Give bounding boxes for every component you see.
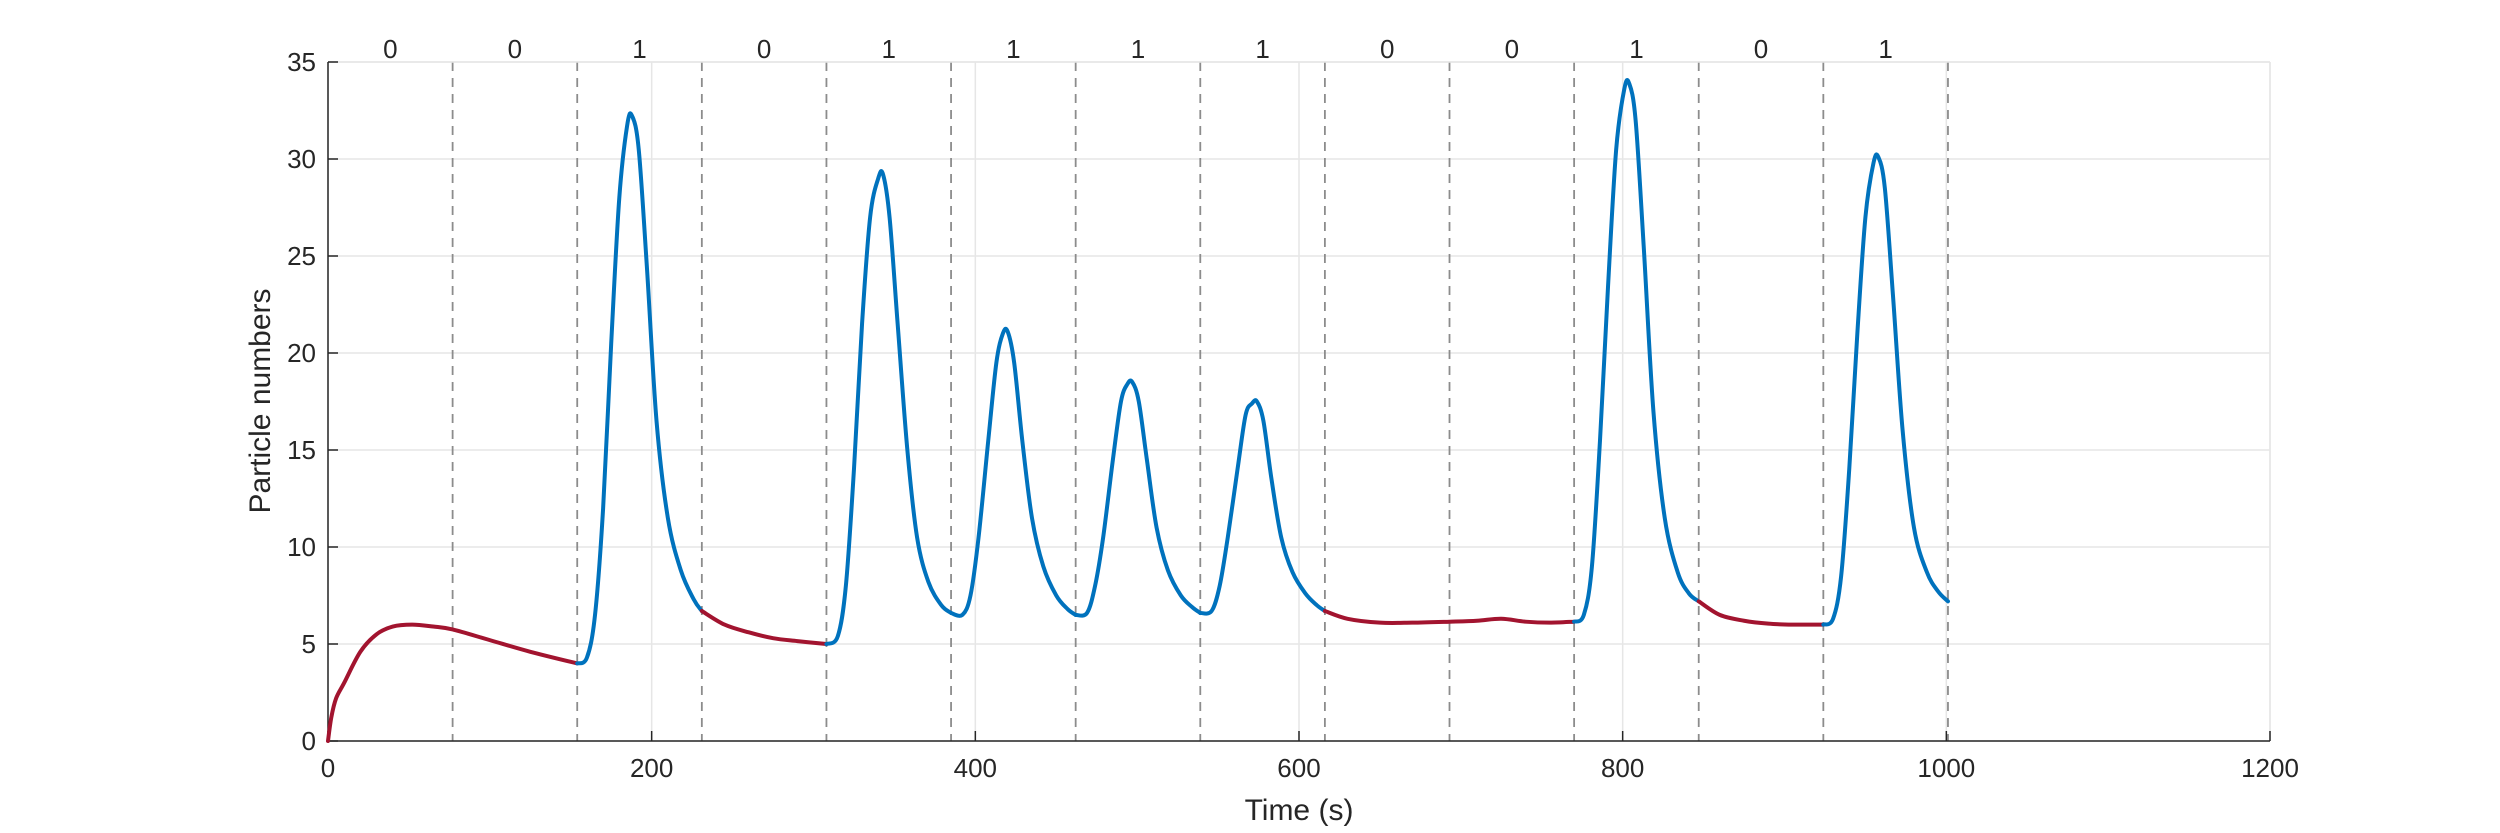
bit-label: 1 (1255, 34, 1269, 64)
bit-label: 1 (882, 34, 896, 64)
x-tick-label: 200 (630, 753, 673, 783)
series-line-low-2 (699, 609, 829, 646)
series-line-low-7 (1322, 609, 1577, 625)
x-axis-title: Time (s) (1245, 794, 1354, 827)
series-line-high-6 (1198, 398, 1327, 616)
series-line-high-10 (1821, 152, 1950, 627)
y-tick-label: 5 (302, 629, 316, 659)
bit-label: 0 (1754, 34, 1768, 64)
bit-label: 1 (1878, 34, 1892, 64)
bit-labels: 0 0 1 0 1 1 1 1 0 0 1 0 1 (383, 34, 1893, 64)
series-line-high-4 (949, 326, 1078, 618)
y-tick-label: 30 (287, 144, 316, 174)
bit-label: 1 (1629, 34, 1643, 64)
bit-label: 1 (1006, 34, 1020, 64)
x-tick-label: 1200 (2241, 753, 2299, 783)
series-line-high-1 (575, 111, 704, 666)
x-tick-label: 1000 (1917, 753, 1975, 783)
series-line-low-0 (326, 622, 580, 743)
series (326, 78, 1950, 743)
bit-label: 0 (1380, 34, 1394, 64)
y-axis-title: Particle numbers (244, 288, 277, 513)
bit-dividers (451, 62, 1949, 741)
y-tick-label: 15 (287, 435, 316, 465)
bit-label: 0 (1505, 34, 1519, 64)
bit-label: 1 (632, 34, 646, 64)
series-line-high-5 (1073, 378, 1203, 618)
x-tick-label: 600 (1277, 753, 1320, 783)
y-tick-label: 35 (287, 47, 316, 77)
x-tick-label: 800 (1601, 753, 1644, 783)
y-tick-label: 20 (287, 338, 316, 368)
x-tick-label: 0 (321, 753, 335, 783)
bit-label: 0 (383, 34, 397, 64)
axes: 0 200 400 600 800 1000 1200 0 5 10 15 20 25 30 35 (287, 47, 2299, 783)
y-tick-label: 25 (287, 241, 316, 271)
bit-label: 1 (1131, 34, 1145, 64)
bit-label: 0 (757, 34, 771, 64)
series-line-high-3 (824, 169, 954, 646)
series-line-high-8 (1572, 78, 1701, 624)
x-tick-label: 400 (954, 753, 997, 783)
series-line-low-9 (1696, 599, 1826, 627)
y-tick-label: 0 (302, 726, 316, 756)
bit-label: 0 (508, 34, 522, 64)
y-tick-label: 10 (287, 532, 316, 562)
